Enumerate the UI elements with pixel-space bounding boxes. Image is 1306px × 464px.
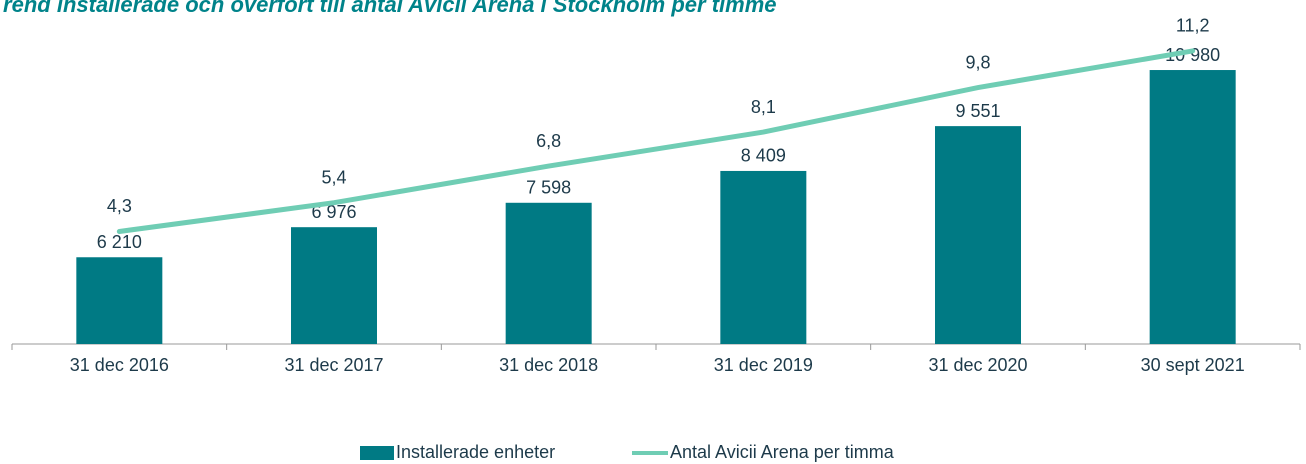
line-value-label: 11,2 — [1176, 16, 1210, 36]
legend-swatch — [360, 446, 394, 460]
x-tick-label: 31 dec 2016 — [70, 355, 169, 375]
line-value-label: 4,3 — [107, 196, 132, 216]
line-value-label: 9,8 — [965, 52, 990, 72]
x-tick-label: 31 dec 2017 — [284, 355, 383, 375]
chart-title: Trend installerade och överfört till ant… — [0, 0, 777, 17]
bar-value-label: 9 551 — [955, 101, 1000, 121]
legend-label: Antal Avicii Arena per timma — [670, 442, 895, 462]
bar-value-label: 10 980 — [1165, 45, 1220, 65]
bar — [505, 202, 592, 344]
bar — [720, 170, 807, 344]
bar-value-label: 6 976 — [311, 202, 356, 222]
bar-value-label: 8 409 — [741, 146, 786, 166]
bar — [291, 227, 377, 344]
x-tick-label: 30 sept 2021 — [1141, 355, 1245, 375]
line-value-label: 5,4 — [321, 167, 346, 187]
line-value-label: 8,1 — [751, 97, 776, 117]
line-value-label: 6,8 — [536, 131, 561, 151]
bar — [1149, 70, 1236, 344]
x-tick-label: 31 dec 2020 — [928, 355, 1027, 375]
bar — [935, 126, 1021, 344]
bar — [76, 257, 163, 344]
bar-value-label: 7 598 — [526, 178, 571, 198]
line — [116, 48, 1196, 234]
x-tick-label: 31 dec 2019 — [714, 355, 813, 375]
x-tick-label: 31 dec 2018 — [499, 355, 598, 375]
legend-label: Installerade enheter — [396, 442, 555, 462]
bar-value-label: 6 210 — [97, 232, 142, 252]
